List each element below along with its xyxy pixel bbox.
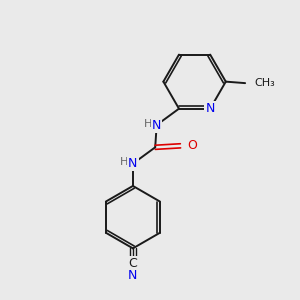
Text: CH₃: CH₃ xyxy=(255,78,275,88)
Text: H: H xyxy=(120,157,128,167)
Text: H: H xyxy=(144,118,152,128)
Text: C: C xyxy=(128,257,137,270)
Text: N: N xyxy=(128,157,138,170)
Text: N: N xyxy=(152,118,161,131)
Text: O: O xyxy=(187,139,197,152)
Text: N: N xyxy=(206,102,215,115)
Text: N: N xyxy=(128,268,138,282)
